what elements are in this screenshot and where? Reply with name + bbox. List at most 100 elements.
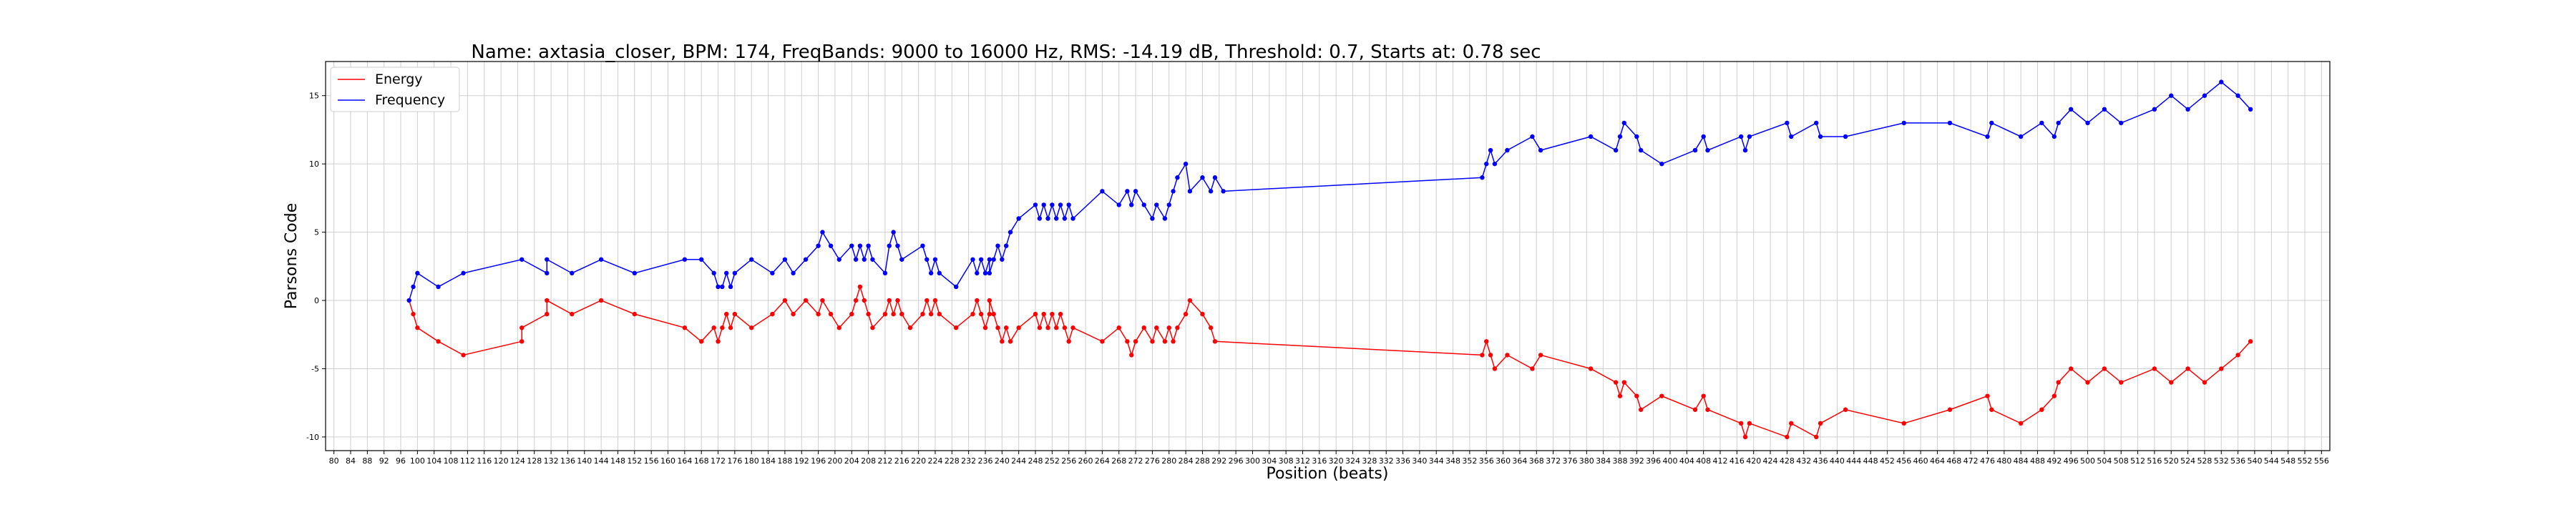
x-tick-label: 128 bbox=[527, 456, 542, 466]
x-tick-label: 436 bbox=[1813, 456, 1828, 466]
energy-data-point bbox=[2152, 366, 2157, 371]
energy-data-point bbox=[870, 325, 875, 330]
energy-series-line bbox=[408, 285, 2251, 439]
x-tick-label: 312 bbox=[1295, 456, 1310, 466]
frequency-data-point bbox=[1050, 202, 1055, 207]
energy-data-point bbox=[1033, 311, 1038, 317]
x-tick-label: 412 bbox=[1713, 456, 1728, 466]
frequency-data-point bbox=[1041, 202, 1046, 207]
frequency-data-point bbox=[1739, 134, 1744, 139]
x-tick-label: 228 bbox=[945, 456, 960, 466]
frequency-data-point bbox=[1901, 120, 1906, 126]
frequency-data-point bbox=[1221, 189, 1226, 194]
x-tick-label: 188 bbox=[777, 456, 792, 466]
frequency-data-point bbox=[899, 257, 904, 262]
energy-data-point bbox=[803, 298, 809, 303]
x-tick-label: 208 bbox=[861, 456, 876, 466]
frequency-data-point bbox=[1100, 189, 1105, 194]
energy-data-point bbox=[987, 311, 992, 317]
frequency-data-point bbox=[711, 270, 716, 276]
x-tick-label: 308 bbox=[1279, 456, 1294, 466]
x-tick-label: 136 bbox=[560, 456, 575, 466]
x-tick-label: 180 bbox=[744, 456, 759, 466]
x-tick-label: 328 bbox=[1362, 456, 1377, 466]
x-tick-label: 368 bbox=[1529, 456, 1544, 466]
x-tick-label: 196 bbox=[811, 456, 826, 466]
x-tick-label: 224 bbox=[927, 456, 942, 466]
frequency-data-point bbox=[2202, 93, 2207, 98]
energy-data-point bbox=[995, 325, 1000, 330]
energy-data-point bbox=[1070, 325, 1075, 330]
legend: Energy Frequency bbox=[330, 67, 460, 112]
frequency-data-point bbox=[1621, 120, 1627, 126]
frequency-data-point bbox=[1692, 147, 1698, 153]
frequency-data-point bbox=[816, 243, 821, 248]
frequency-data-point bbox=[1187, 189, 1193, 194]
x-tick-label: 492 bbox=[2046, 456, 2062, 466]
x-tick-label: 268 bbox=[1111, 456, 1126, 466]
energy-data-point bbox=[749, 325, 754, 330]
energy-data-point bbox=[970, 311, 975, 317]
x-tick-label: 452 bbox=[1880, 456, 1895, 466]
x-tick-label: 512 bbox=[2130, 456, 2145, 466]
energy-data-point bbox=[1183, 311, 1189, 317]
energy-data-point bbox=[1985, 393, 1990, 398]
energy-data-point bbox=[1037, 325, 1043, 330]
energy-data-point bbox=[857, 284, 863, 290]
energy-data-point bbox=[2056, 380, 2061, 385]
energy-data-point bbox=[816, 311, 821, 317]
frequency-data-point bbox=[1154, 202, 1159, 207]
energy-data-point bbox=[782, 298, 788, 303]
energy-data-point bbox=[2235, 353, 2240, 358]
energy-data-point bbox=[907, 325, 913, 330]
x-tick-label: 420 bbox=[1746, 456, 1761, 466]
x-tick-label: 212 bbox=[877, 456, 892, 466]
frequency-data-point bbox=[545, 257, 550, 262]
frequency-data-point bbox=[2152, 107, 2157, 112]
frequency-data-point bbox=[1818, 134, 1823, 139]
x-tick-label: 404 bbox=[1679, 456, 1694, 466]
frequency-data-point bbox=[598, 257, 604, 262]
y-tick-label: -10 bbox=[306, 433, 319, 442]
energy-data-point bbox=[2202, 380, 2207, 385]
energy-data-point bbox=[1739, 421, 1744, 426]
energy-data-point bbox=[1701, 393, 1706, 398]
frequency-data-point bbox=[1705, 147, 1710, 153]
frequency-data-point bbox=[1747, 134, 1752, 139]
frequency-data-point bbox=[436, 284, 441, 290]
frequency-data-point bbox=[820, 230, 825, 235]
energy-data-point bbox=[1100, 339, 1105, 344]
frequency-data-point bbox=[545, 270, 550, 276]
frequency-data-point bbox=[1129, 202, 1134, 207]
x-tick-label: 376 bbox=[1562, 456, 1577, 466]
x-tick-label: 552 bbox=[2297, 456, 2312, 466]
x-tick-label: 120 bbox=[494, 456, 509, 466]
x-tick-label: 380 bbox=[1579, 456, 1594, 466]
x-tick-label: 456 bbox=[1896, 456, 1911, 466]
frequency-data-point bbox=[920, 243, 925, 248]
frequency-data-point bbox=[1133, 189, 1138, 194]
energy-data-point bbox=[1150, 339, 1155, 344]
x-tick-label: 480 bbox=[1996, 456, 2011, 466]
energy-data-point bbox=[1050, 311, 1055, 317]
frequency-data-point bbox=[991, 257, 996, 262]
frequency-data-point bbox=[2235, 93, 2240, 98]
plot-frame bbox=[325, 61, 2331, 451]
frequency-data-point bbox=[1985, 134, 1990, 139]
x-tick-label: 464 bbox=[1930, 456, 1945, 466]
energy-data-point bbox=[1066, 339, 1071, 344]
x-tick-label: 144 bbox=[594, 456, 609, 466]
frequency-data-point bbox=[1066, 202, 1071, 207]
energy-data-point bbox=[895, 298, 900, 303]
x-tick-label: 300 bbox=[1245, 456, 1260, 466]
x-tick-label: 508 bbox=[2114, 456, 2129, 466]
energy-data-point bbox=[1692, 407, 1698, 412]
energy-data-point bbox=[1789, 421, 1794, 426]
energy-data-point bbox=[1659, 393, 1664, 398]
frequency-data-point bbox=[1613, 147, 1619, 153]
frequency-data-point bbox=[2069, 107, 2074, 112]
y-tick-label: 5 bbox=[314, 228, 319, 237]
x-tick-label: 240 bbox=[995, 456, 1010, 466]
energy-data-point bbox=[987, 298, 992, 303]
energy-data-point bbox=[1212, 339, 1218, 344]
